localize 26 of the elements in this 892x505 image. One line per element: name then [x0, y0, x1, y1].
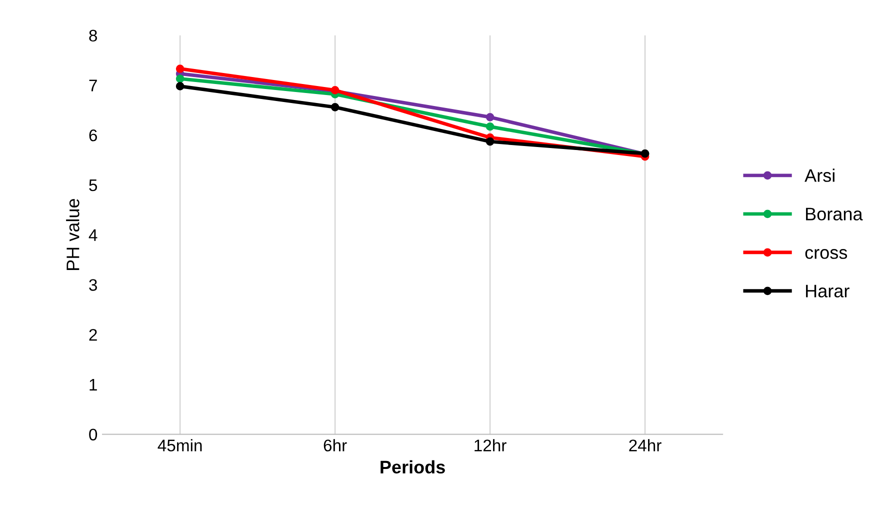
x-axis-title: Periods [380, 460, 445, 474]
legend-label: Borana [806, 208, 863, 220]
y-axis-title: PH value [66, 198, 80, 270]
point [486, 112, 494, 122]
point [330, 102, 340, 112]
x-tick-label: 45min [158, 439, 202, 452]
point [176, 74, 184, 83]
point [176, 64, 184, 73]
y-tick-label: 7 [89, 80, 97, 92]
point [486, 122, 494, 131]
y-tick-label: 6 [89, 129, 97, 142]
x-tick-label: 24hr [629, 439, 662, 452]
legend-label: Harar [806, 284, 850, 298]
y-tick-label: 3 [89, 279, 97, 291]
y-tick-label: 0 [89, 428, 98, 441]
legend-label: Arsi [804, 168, 834, 182]
legend-label: cross [805, 249, 848, 259]
y-tick-label: 2 [89, 328, 97, 341]
point [176, 82, 184, 90]
y-tick-label: 8 [89, 30, 97, 42]
y-tick-label: 1 [90, 379, 97, 390]
x-tick-label: 12hr [474, 439, 506, 452]
point [486, 137, 494, 146]
x-tick-label: 6hr [324, 439, 347, 452]
y-tick-label: 5 [89, 180, 98, 192]
y-tick-label: 4 [88, 229, 98, 241]
